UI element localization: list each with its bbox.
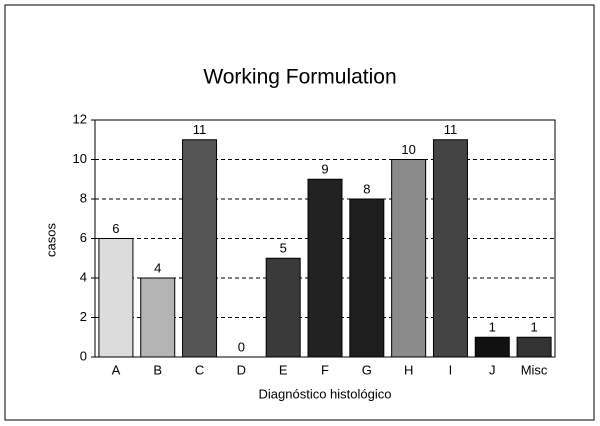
data-label: 10	[401, 142, 415, 157]
data-label: 8	[363, 181, 370, 196]
bar	[349, 198, 385, 358]
x-tick-label: I	[449, 362, 453, 377]
data-label: 11	[193, 122, 207, 137]
x-tick-label: J	[489, 362, 496, 377]
y-axis-label: casos	[43, 223, 58, 257]
bar	[140, 277, 176, 358]
x-tick-label: Misc	[521, 362, 548, 377]
bar	[474, 336, 510, 358]
data-label: 9	[321, 162, 328, 177]
x-tick-label: H	[404, 362, 413, 377]
y-tick-label: 12	[73, 111, 87, 126]
x-tick-label: A	[112, 362, 121, 377]
data-label: 11	[444, 122, 458, 137]
y-tick-label: 2	[80, 309, 87, 324]
data-label: 0	[238, 339, 245, 354]
x-tick-label: G	[362, 362, 372, 377]
x-tick-label: C	[195, 362, 204, 377]
x-tick-label: D	[237, 362, 246, 377]
data-label: 1	[530, 320, 537, 335]
y-tick-label: 4	[80, 269, 87, 284]
bar	[265, 257, 301, 358]
data-label: 5	[280, 241, 287, 256]
bar	[516, 336, 552, 358]
x-axis-label: Diagnóstico histológico	[259, 386, 392, 401]
x-tick-label: B	[153, 362, 162, 377]
bar	[432, 139, 468, 358]
x-tick-label: E	[279, 362, 288, 377]
chart-title: Working Formulation	[203, 66, 396, 89]
bar	[307, 178, 343, 358]
x-tick-label: F	[321, 362, 329, 377]
y-tick-label: 0	[80, 348, 87, 363]
y-tick-label: 6	[80, 230, 87, 245]
y-tick-label: 8	[80, 190, 87, 205]
bar	[182, 139, 218, 358]
data-label: 1	[489, 320, 496, 335]
bar	[98, 238, 134, 358]
frame	[4, 4, 595, 421]
data-label: 4	[154, 260, 161, 275]
y-tick-label: 10	[73, 151, 87, 166]
data-label: 6	[112, 221, 119, 236]
bar	[391, 159, 427, 358]
